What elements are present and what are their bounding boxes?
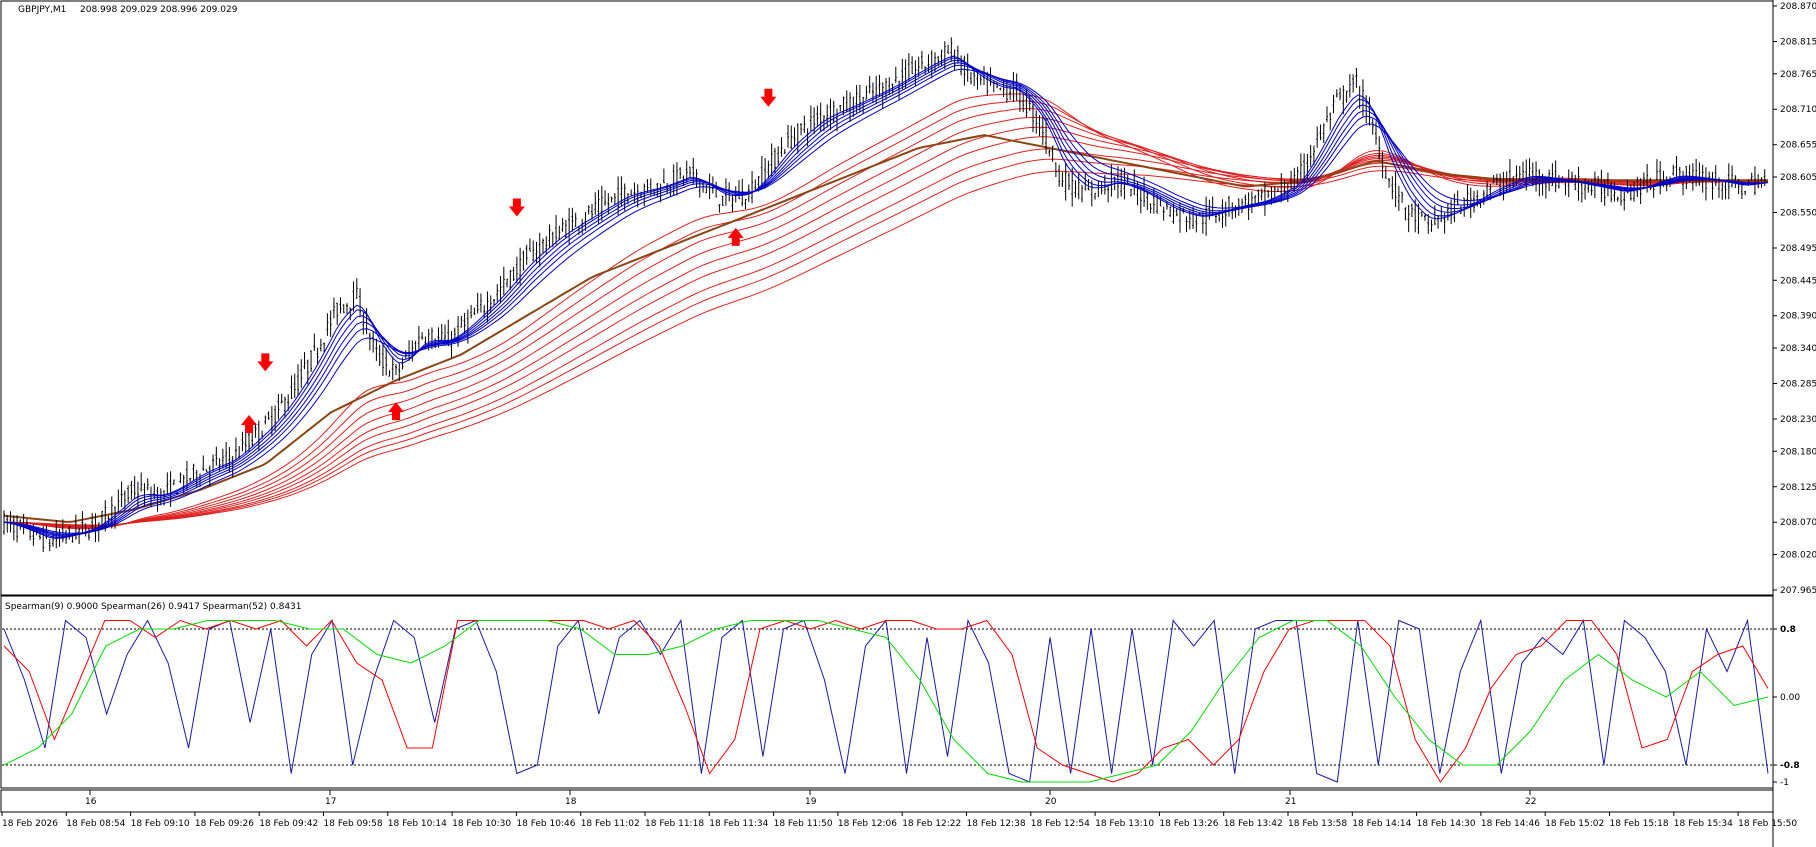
fast-ema-line [3, 68, 1769, 534]
price-tick-label: 208.125 [1780, 483, 1816, 493]
x-time-label: 18 Feb 12:22 [902, 819, 961, 829]
slow-ema-line [3, 158, 1768, 526]
ohlc-readout: 208.998 209.029 208.996 209.029 [80, 5, 238, 15]
fast-ema-line [3, 64, 1769, 535]
x-time-label: 18 Feb 10:30 [452, 819, 511, 829]
fast-ema-line [3, 59, 1769, 537]
slow-ema-line [3, 100, 1769, 529]
spearman-pane [2, 618, 1772, 783]
x-time-label: 18 Feb 13:42 [1224, 819, 1283, 829]
spearman-tick-label: -0.8 [1780, 761, 1800, 771]
x-time-label: 18 Feb 09:10 [131, 819, 190, 829]
price-tick-label: 208.655 [1780, 141, 1816, 151]
spearman-tick-label: 0.00 [1780, 693, 1800, 703]
price-tick-label: 208.765 [1780, 70, 1816, 80]
price-tick-label: 208.230 [1780, 415, 1816, 425]
spearman-series-line [3, 620, 1769, 783]
x-time-label: 18 Feb 13:10 [1095, 819, 1154, 829]
price-tick-label: 208.340 [1780, 344, 1816, 354]
signal-arrow-up [241, 414, 257, 433]
price-tick-label: 208.020 [1780, 551, 1816, 561]
x-time-label: 18 Feb 11:50 [774, 819, 833, 829]
spearman-legend: Spearman(9) 0.9000 Spearman(26) 0.9417 S… [5, 602, 302, 612]
x-top-label: 17 [325, 797, 336, 807]
x-time-label: 18 Feb 15:18 [1610, 819, 1669, 829]
price-tick-label: 208.180 [1780, 447, 1816, 457]
slow-ema-line [3, 93, 1769, 530]
price-tick-label: 207.965 [1780, 586, 1816, 596]
x-time-label: 18 Feb 11:02 [581, 819, 640, 829]
date-strip-frame [0, 789, 1774, 813]
spearman-series-line [3, 619, 1769, 783]
x-time-label: 18 Feb 14:30 [1417, 819, 1476, 829]
x-time-label: 18 Feb 14:46 [1481, 819, 1540, 829]
x-time-label: 18 Feb 15:34 [1674, 819, 1733, 829]
price-tick-label: 208.445 [1780, 276, 1816, 286]
price-tick-label: 208.495 [1780, 244, 1816, 254]
x-top-label: 18 [565, 797, 577, 807]
main-price-pane [3, 37, 1769, 552]
signal-arrow-down [760, 88, 777, 107]
price-tick-label: 208.285 [1780, 380, 1816, 390]
price-tick-label: 208.870 [1780, 2, 1816, 12]
x-time-label: 18 Feb 12:54 [1031, 819, 1090, 829]
x-time-label: 18 Feb 14:14 [1352, 819, 1411, 829]
x-time-label: 18 Feb 12:06 [838, 819, 897, 829]
price-tick-label: 208.070 [1780, 518, 1816, 528]
x-time-label: 18 Feb 13:58 [1288, 819, 1347, 829]
spearman-tick-label: -1 [1780, 778, 1789, 788]
x-time-label: 18 Feb 09:58 [324, 819, 383, 829]
x-top-label: 22 [1525, 797, 1536, 807]
fast-ema-line [3, 62, 1769, 536]
x-time-label: 18 Feb 09:26 [195, 819, 254, 829]
main-pane-frame [0, 0, 1774, 596]
x-time-label: 18 Feb 2026 [2, 819, 58, 829]
price-tick-label: 208.710 [1780, 105, 1816, 115]
x-time-label: 18 Feb 12:38 [967, 819, 1026, 829]
x-time-label: 18 Feb 08:54 [66, 819, 125, 829]
x-time-label: 18 Feb 13:26 [1159, 819, 1218, 829]
price-tick-label: 208.815 [1780, 37, 1816, 47]
spearman-tick-label: 0.8 [1780, 625, 1796, 635]
x-time-label: 18 Feb 11:18 [645, 819, 704, 829]
x-time-label: 18 Feb 11:34 [709, 819, 768, 829]
x-time-label: 18 Feb 09:42 [259, 819, 318, 829]
signal-arrow-down [508, 198, 525, 217]
x-time-label: 18 Feb 15:50 [1738, 819, 1797, 829]
signal-arrow-up [727, 227, 744, 246]
x-top-label: 20 [1045, 797, 1057, 807]
x-time-label: 18 Feb 10:46 [516, 819, 575, 829]
x-time-label: 18 Feb 15:02 [1545, 819, 1604, 829]
slow-ema-line [3, 117, 1769, 528]
price-tick-label: 208.605 [1780, 173, 1816, 183]
signal-arrow-down [257, 353, 274, 372]
x-top-label: 21 [1285, 797, 1296, 807]
signal-arrow-up [388, 402, 404, 421]
long-moving-average-line [3, 134, 1768, 523]
x-time-label: 18 Feb 10:14 [388, 819, 447, 829]
price-tick-label: 208.550 [1780, 208, 1816, 218]
slow-ema-line [3, 170, 1768, 526]
price-tick-label: 208.390 [1780, 312, 1816, 322]
axes: 208.870 208.815 208.765 208.710 208.655 208.6… [1, 2, 1816, 829]
symbol-label: GBPJPY,M1 [18, 5, 66, 15]
x-top-label: 16 [85, 797, 97, 807]
x-top-label: 19 [805, 797, 817, 807]
